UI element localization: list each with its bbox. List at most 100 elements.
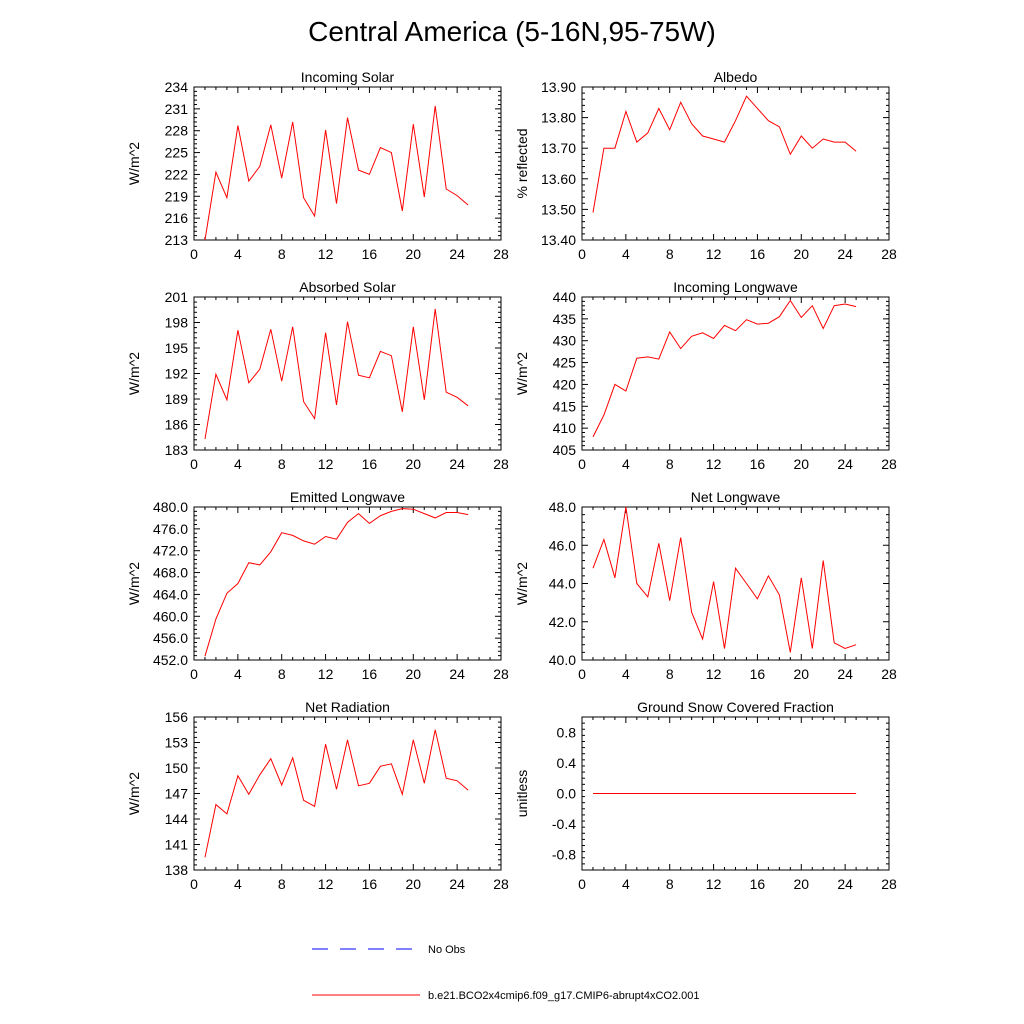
- panel-title: Emitted Longwave: [290, 489, 405, 505]
- panel-albedo: Albedo % reflected 0 4 8 12 16 20 24 28 13.40 13.50…: [514, 69, 897, 262]
- x-tick-label: 28: [493, 666, 509, 682]
- x-tick-label: 12: [706, 456, 722, 472]
- panel-title: Incoming Solar: [301, 69, 395, 85]
- x-tick-label: 20: [405, 246, 421, 262]
- plot-frame: [193, 296, 502, 451]
- x-tick-label: 16: [362, 666, 378, 682]
- y-tick-label: 464.0: [153, 586, 188, 602]
- x-tick-label: 8: [278, 246, 286, 262]
- legend-obs-label: No Obs: [428, 944, 466, 956]
- panel-net-radiation: Net Radiation W/m^2 0 4 8 12 16 20 24 28 138 141 144…: [126, 699, 509, 892]
- plot-frame: [193, 86, 502, 241]
- x-tick-label: 28: [493, 456, 509, 472]
- x-tick-label: 28: [881, 246, 897, 262]
- y-tick-label: 405: [553, 442, 577, 458]
- x-tick-label: 0: [190, 456, 198, 472]
- x-tick-label: 4: [622, 876, 630, 892]
- plot-frame: [581, 506, 890, 661]
- panel-title: Net Longwave: [691, 489, 781, 505]
- legend: No Obs b.e21.BCO2x4cmip6.f09_g17.CMIP6-a…: [312, 944, 700, 1002]
- panel-title: Net Radiation: [305, 699, 390, 715]
- x-tick-label: 24: [837, 666, 853, 682]
- x-tick-label: 20: [793, 876, 809, 892]
- y-tick-label: 435: [553, 311, 577, 327]
- x-tick-label: 20: [793, 456, 809, 472]
- x-tick-label: 24: [449, 456, 465, 472]
- x-tick-label: 4: [622, 246, 630, 262]
- y-tick-label: 430: [553, 333, 577, 349]
- x-tick-label: 24: [837, 246, 853, 262]
- x-tick-label: 4: [622, 456, 630, 472]
- y-tick-label: 216: [165, 210, 189, 226]
- panel-net-longwave: Net Longwave W/m^2 0 4 8 12 16 20 24 28 40.0 42.0 44…: [514, 489, 897, 682]
- x-tick-label: 4: [234, 246, 242, 262]
- x-tick-label: 24: [449, 666, 465, 682]
- y-tick-label: 219: [165, 188, 189, 204]
- panel-incoming-solar: Incoming Solar W/m^2 0 4 8 12 16 20 24 28 213 216 21…: [126, 69, 509, 262]
- y-tick-label: 201: [165, 289, 189, 305]
- y-tick-label: 141: [165, 837, 189, 853]
- panel-ground-snow-covered-fraction: Ground Snow Covered Fraction unitless 0 4 8 1…: [514, 699, 897, 892]
- legend-model-label: b.e21.BCO2x4cmip6.f09_g17.CMIP6-abrupt4x…: [428, 990, 700, 1002]
- y-tick-label: 13.80: [541, 110, 576, 126]
- x-tick-label: 28: [493, 246, 509, 262]
- x-tick-label: 16: [750, 666, 766, 682]
- y-axis-label: W/m^2: [126, 772, 142, 815]
- x-tick-label: 16: [750, 246, 766, 262]
- y-tick-label: 425: [553, 355, 577, 371]
- y-tick-label: 480.0: [153, 499, 188, 515]
- panel-title: Absorbed Solar: [299, 279, 396, 295]
- y-tick-label: 147: [165, 786, 189, 802]
- x-tick-label: 0: [190, 246, 198, 262]
- y-tick-label: 410: [553, 420, 577, 436]
- x-tick-label: 8: [666, 246, 674, 262]
- x-tick-label: 24: [449, 876, 465, 892]
- x-tick-label: 8: [278, 876, 286, 892]
- series-line: [204, 508, 469, 657]
- y-axis-label: W/m^2: [126, 142, 142, 185]
- y-tick-label: 42.0: [549, 614, 576, 630]
- panels: Incoming Solar W/m^2 0 4 8 12 16 20 24 28 213 216 21…: [126, 69, 897, 892]
- x-tick-label: 0: [578, 666, 586, 682]
- panel-title: Incoming Longwave: [673, 279, 798, 295]
- y-tick-label: 472.0: [153, 543, 188, 559]
- x-tick-label: 0: [578, 456, 586, 472]
- x-tick-label: 16: [362, 246, 378, 262]
- y-tick-label: 415: [553, 398, 577, 414]
- x-tick-label: 24: [449, 246, 465, 262]
- panel-title: Ground Snow Covered Fraction: [637, 699, 834, 715]
- x-tick-label: 12: [318, 456, 334, 472]
- series-line: [204, 308, 469, 439]
- y-tick-label: 189: [165, 391, 189, 407]
- y-tick-label: 198: [165, 315, 189, 331]
- series-line: [204, 105, 469, 241]
- x-tick-label: 28: [493, 876, 509, 892]
- y-tick-label: 0.4: [557, 755, 577, 771]
- y-tick-label: 44.0: [549, 576, 576, 592]
- y-axis-label: W/m^2: [126, 352, 142, 395]
- y-tick-label: 40.0: [549, 652, 576, 668]
- y-tick-label: 222: [165, 166, 189, 182]
- y-axis-label: W/m^2: [514, 352, 530, 395]
- y-tick-label: 138: [165, 862, 189, 878]
- y-tick-label: 13.50: [541, 201, 576, 217]
- y-tick-label: 13.90: [541, 79, 576, 95]
- y-tick-label: 225: [165, 145, 189, 161]
- y-tick-label: 231: [165, 101, 189, 117]
- y-tick-label: 156: [165, 709, 189, 725]
- plot-frame: [581, 86, 890, 241]
- x-tick-label: 24: [837, 876, 853, 892]
- y-tick-label: 476.0: [153, 521, 188, 537]
- x-tick-label: 4: [234, 666, 242, 682]
- x-tick-label: 0: [578, 876, 586, 892]
- y-axis-label: W/m^2: [514, 562, 530, 605]
- y-tick-label: 186: [165, 417, 189, 433]
- y-tick-label: 440: [553, 289, 577, 305]
- x-tick-label: 8: [278, 456, 286, 472]
- panel-emitted-longwave: Emitted Longwave W/m^2 0 4 8 12 16 20 24 28 452.0 4…: [126, 489, 509, 682]
- x-tick-label: 0: [190, 876, 198, 892]
- y-tick-label: 420: [553, 376, 577, 392]
- series-line: [592, 299, 857, 438]
- y-tick-label: 0.0: [557, 786, 577, 802]
